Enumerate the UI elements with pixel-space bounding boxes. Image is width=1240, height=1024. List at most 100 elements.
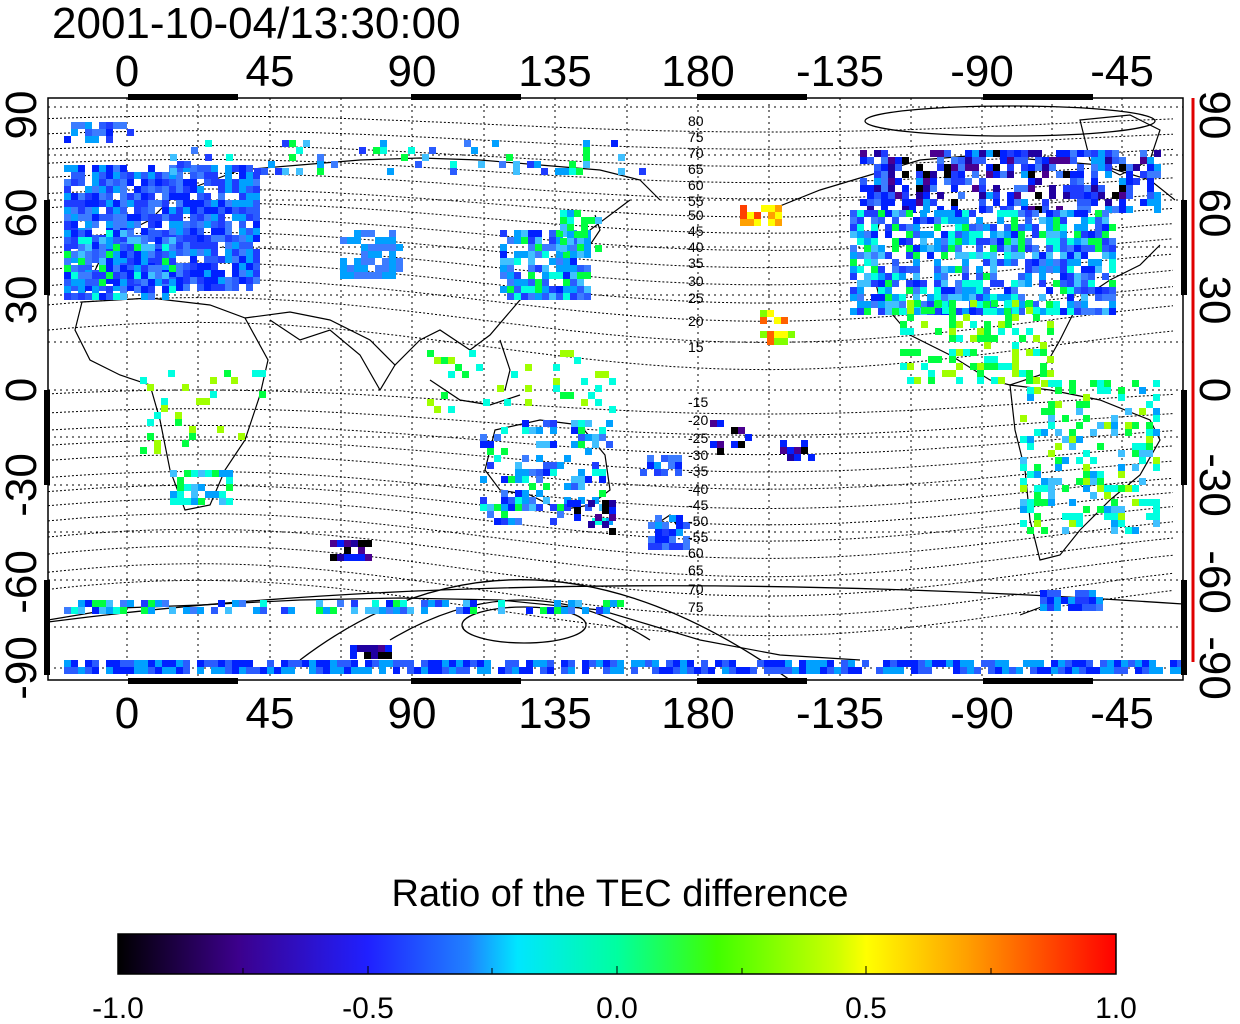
tec-cell	[169, 193, 176, 200]
tec-cell	[902, 199, 909, 206]
tec-cell	[323, 607, 330, 614]
tec-cell	[785, 660, 792, 667]
tec-cell	[1012, 328, 1019, 335]
tec-cell	[487, 511, 494, 518]
tec-cell	[1091, 164, 1098, 171]
tec-cell	[907, 377, 914, 384]
tec-cell	[574, 357, 581, 364]
tec-cell	[874, 185, 881, 192]
contour-label: 30	[688, 273, 704, 289]
tec-cell	[984, 356, 991, 363]
tec-cell	[583, 161, 590, 168]
tec-cell	[571, 483, 578, 490]
tec-cell	[1140, 199, 1147, 206]
tec-cell	[1011, 238, 1018, 245]
tec-cell	[535, 230, 542, 237]
tec-cell	[1063, 192, 1070, 199]
tec-cell	[970, 300, 977, 307]
tec-cell	[507, 272, 514, 279]
tec-cell	[487, 448, 494, 455]
tec-cell	[148, 251, 155, 258]
tec-cell	[218, 270, 225, 277]
tec-cell	[768, 205, 775, 212]
tec-cell	[1063, 185, 1070, 192]
tec-cell	[529, 469, 536, 476]
tec-cell	[567, 392, 574, 399]
tec-cell	[680, 667, 687, 674]
tec-cell	[857, 231, 864, 238]
tec-cell	[78, 293, 85, 300]
tec-cell	[932, 660, 939, 667]
tec-cell	[351, 554, 358, 561]
tec-cell	[127, 263, 134, 270]
tec-cell	[913, 224, 920, 231]
tec-cell	[602, 507, 609, 514]
tec-cell	[1018, 210, 1025, 217]
tec-cell	[210, 391, 217, 398]
tec-cell	[962, 294, 969, 301]
tec-cell	[991, 377, 998, 384]
tec-cell	[1011, 287, 1018, 294]
tec-cell	[563, 286, 570, 293]
tec-cell	[669, 536, 676, 543]
tec-cell	[914, 349, 921, 356]
tec-cell	[934, 217, 941, 224]
tec-cell	[120, 660, 127, 667]
tec-cell	[970, 321, 977, 328]
tec-cell	[259, 391, 266, 398]
tec-cell	[1028, 178, 1035, 185]
tec-cell	[340, 237, 347, 244]
tec-cell	[584, 237, 591, 244]
tec-cell	[937, 164, 944, 171]
tec-cell	[578, 497, 585, 504]
tec-cell	[141, 237, 148, 244]
tec-cell	[570, 244, 577, 251]
tec-cell	[205, 154, 212, 161]
tec-cell	[92, 214, 99, 221]
tec-cell	[1112, 157, 1119, 164]
tec-cell	[920, 238, 927, 245]
tec-cell	[289, 140, 296, 147]
tec-cell	[226, 498, 233, 505]
tec-cell	[907, 363, 914, 370]
tec-cell	[669, 529, 676, 536]
tec-cell	[190, 214, 197, 221]
tec-cell	[191, 470, 198, 477]
tec-cell	[955, 210, 962, 217]
tec-cell	[683, 536, 690, 543]
tec-cell	[927, 294, 934, 301]
tec-cell	[365, 540, 372, 547]
tec-cell	[892, 266, 899, 273]
tec-cell	[946, 660, 953, 667]
tec-cell	[246, 228, 253, 235]
tec-cell	[885, 210, 892, 217]
tec-cell	[1076, 422, 1083, 429]
tec-cell	[1154, 206, 1161, 213]
tec-cell	[429, 147, 436, 154]
tec-cell	[638, 660, 645, 667]
tec-cell	[930, 171, 937, 178]
tec-cell	[189, 426, 196, 433]
tec-cell	[204, 179, 211, 186]
tec-cell	[522, 427, 529, 434]
tec-cell	[78, 207, 85, 214]
tec-cell	[113, 237, 120, 244]
tec-cell	[85, 230, 92, 237]
tec-cell	[740, 205, 747, 212]
tec-cell	[577, 272, 584, 279]
tec-cell	[154, 440, 161, 447]
tec-cell	[554, 600, 561, 607]
tec-cell	[1053, 280, 1060, 287]
tec-cell	[218, 221, 225, 228]
tec-cell	[78, 600, 85, 607]
tec-cell	[106, 165, 113, 172]
top-tick: 45	[246, 47, 295, 96]
tec-cell	[386, 607, 393, 614]
tec-cell	[991, 300, 998, 307]
tec-cell	[888, 157, 895, 164]
tec-cell	[878, 280, 885, 287]
tec-cell	[183, 284, 190, 291]
tec-cell	[64, 193, 71, 200]
tec-cell	[246, 667, 253, 674]
tec-cell	[190, 228, 197, 235]
